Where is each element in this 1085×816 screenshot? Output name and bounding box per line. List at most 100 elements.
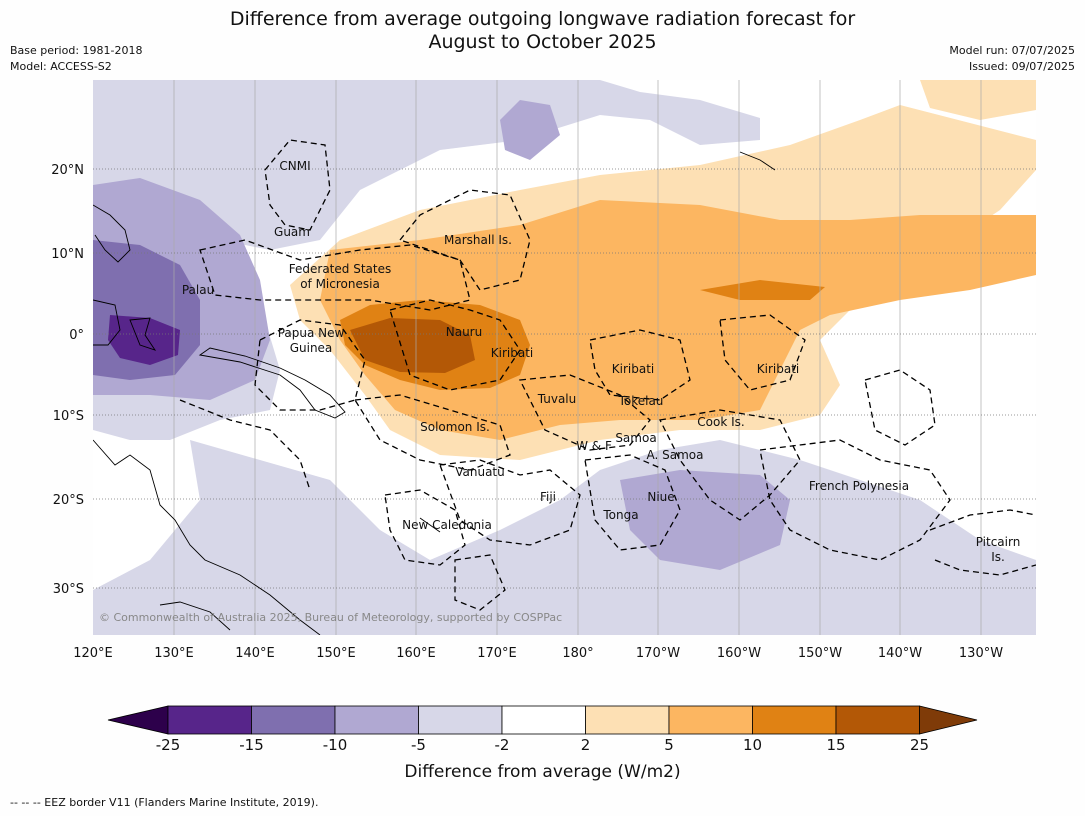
lon-tick-label: 180° (562, 646, 593, 661)
pos-2-northeast (920, 80, 1036, 120)
model-run-date: Model run: 07/07/2025 (949, 44, 1075, 57)
colorbar-segment (752, 705, 837, 735)
map-title-line-2: August to October 2025 (428, 31, 657, 53)
place-label-a-samoa: A. Samoa (647, 448, 704, 462)
colorbar-tick-label: 10 (742, 736, 763, 754)
place-label-fiji: Fiji (540, 490, 556, 504)
place-labels: CNMI Guam Marshall Is. Federated States of M… (182, 159, 1020, 564)
eez-marshall (398, 189, 531, 291)
eez-tonga-niue (584, 454, 681, 551)
lon-tick-label: 130°W (959, 646, 1003, 661)
eez-kiribati-east (719, 314, 806, 391)
place-label-tuvalu: Tuvalu (537, 392, 577, 406)
place-label-pitcairn-is: Pitcairn Is. (976, 535, 1021, 564)
philippines-coast (93, 204, 131, 263)
colorbar-segment (835, 705, 920, 735)
colorbar-segment (167, 705, 252, 735)
place-label-niue: Niue (647, 490, 674, 504)
lat-tick-label: 10°S (53, 409, 84, 424)
eez-cook (659, 409, 801, 521)
eez-french-polynesia (759, 439, 951, 561)
place-label-cook-is: Cook Is. (697, 415, 744, 429)
colorbar-tick-label: -2 (494, 736, 510, 754)
place-label-federated-states-of-micronesia: Federated States of Micronesia (289, 262, 391, 291)
eez-nauru-kiribati (389, 299, 521, 391)
lat-tick-label: 0° (69, 328, 84, 343)
lat-tick-label: 20°S (53, 493, 84, 508)
eez-vanuatu-fiji (439, 459, 581, 546)
pos-15-core (350, 318, 475, 373)
colorbar-tick-label: -25 (155, 736, 181, 754)
colorbar (107, 705, 978, 735)
eez-micronesia (199, 239, 471, 311)
place-label-marshall-is: Marshall Is. (444, 233, 512, 247)
place-label-w-f: W & F (576, 439, 612, 453)
eez-footnote: -- -- -- EEZ border V11 (Flanders Marine… (10, 796, 319, 809)
lon-tick-label: 140°W (878, 646, 922, 661)
colorbar-segment (585, 705, 670, 735)
place-label-kiribati-central: Kiribati (612, 362, 654, 376)
new-guinea-coast (198, 347, 346, 419)
colorbar-tick-label: -5 (411, 736, 426, 754)
colorbar-label: Difference from average (W/m2) (404, 762, 681, 782)
parallel-lines (93, 168, 1036, 589)
colorbar-segment (418, 705, 503, 735)
issued-date: Issued: 09/07/2025 (968, 60, 1075, 73)
lon-tick-label: 130°E (154, 646, 194, 661)
place-label-solomon-is: Solomon Is. (420, 420, 490, 434)
new-caledonia-coast (419, 517, 441, 533)
borneo-coast (93, 299, 121, 346)
lon-tick-label: 150°E (316, 646, 356, 661)
colorbar-tick-label: 2 (580, 736, 591, 754)
meridian-lines (173, 80, 982, 635)
neg-band-south (93, 440, 1036, 635)
place-label-guam: Guam (274, 225, 310, 239)
copyright-notice: © Commonwealth of Australia 2025, Bureau… (99, 611, 562, 624)
colorbar-segment (251, 705, 336, 735)
colorbar-segment (501, 705, 586, 735)
lat-tick-label: 10°N (51, 247, 84, 262)
lat-tick-label: 30°S (53, 582, 84, 597)
colorbar-tick-label: 5 (664, 736, 674, 754)
new-zealand-coast (159, 601, 231, 631)
eez-borders (179, 139, 1036, 611)
colorbar-tick-label: 15 (826, 736, 846, 754)
eez-pitcairn (929, 509, 1036, 576)
place-label-kiribati-east: Kiribati (757, 362, 799, 376)
neg-10-south (620, 470, 790, 570)
eez-solomon (353, 394, 511, 471)
place-label-palau: Palau (182, 283, 214, 297)
neg-10-north (500, 100, 560, 160)
place-label-vanuatu: Vanuatu (455, 465, 505, 479)
place-label-new-caledonia: New Caledonia (402, 518, 492, 532)
neg-band-north (93, 80, 760, 250)
neg-25-west (108, 315, 180, 365)
graticule (93, 80, 1036, 635)
lon-tick-label: 170°W (636, 646, 680, 661)
place-label-tokelau: Tokelau (618, 394, 664, 408)
lon-tick-label: 160°W (717, 646, 761, 661)
place-label-kiribati-west: Kiribati (491, 346, 533, 360)
axis-labels: 120°E 130°E 140°E 150°E 160°E 170°E 180° 170°W 1… (51, 163, 1003, 661)
map-title-line-1: Difference from average outgoing longwav… (229, 8, 856, 30)
colorbar-extend-low (107, 705, 169, 735)
colorbar-tick-label: -15 (239, 736, 264, 754)
pos-10-east (700, 280, 825, 300)
eez-cnmi (264, 139, 331, 231)
place-label-french-polynesia: French Polynesia (809, 479, 909, 493)
eez-new-caledonia (384, 489, 466, 566)
place-label-samoa: Samoa (615, 431, 656, 445)
lon-tick-label: 150°W (798, 646, 842, 661)
hawaii-coast (739, 151, 776, 171)
base-period: Base period: 1981-2018 (10, 44, 143, 57)
colorbar-segment (334, 705, 419, 735)
lon-tick-label: 170°E (477, 646, 517, 661)
place-label-papua-new-guinea: Papua New Guinea (278, 326, 345, 355)
anomaly-field (93, 80, 1036, 635)
coastlines (93, 151, 776, 635)
eez-australia-east (179, 399, 311, 491)
eez-kiribati-central (589, 329, 691, 401)
place-label-cnmi: CNMI (279, 159, 310, 173)
colorbar-tick-label: 25 (909, 736, 930, 754)
